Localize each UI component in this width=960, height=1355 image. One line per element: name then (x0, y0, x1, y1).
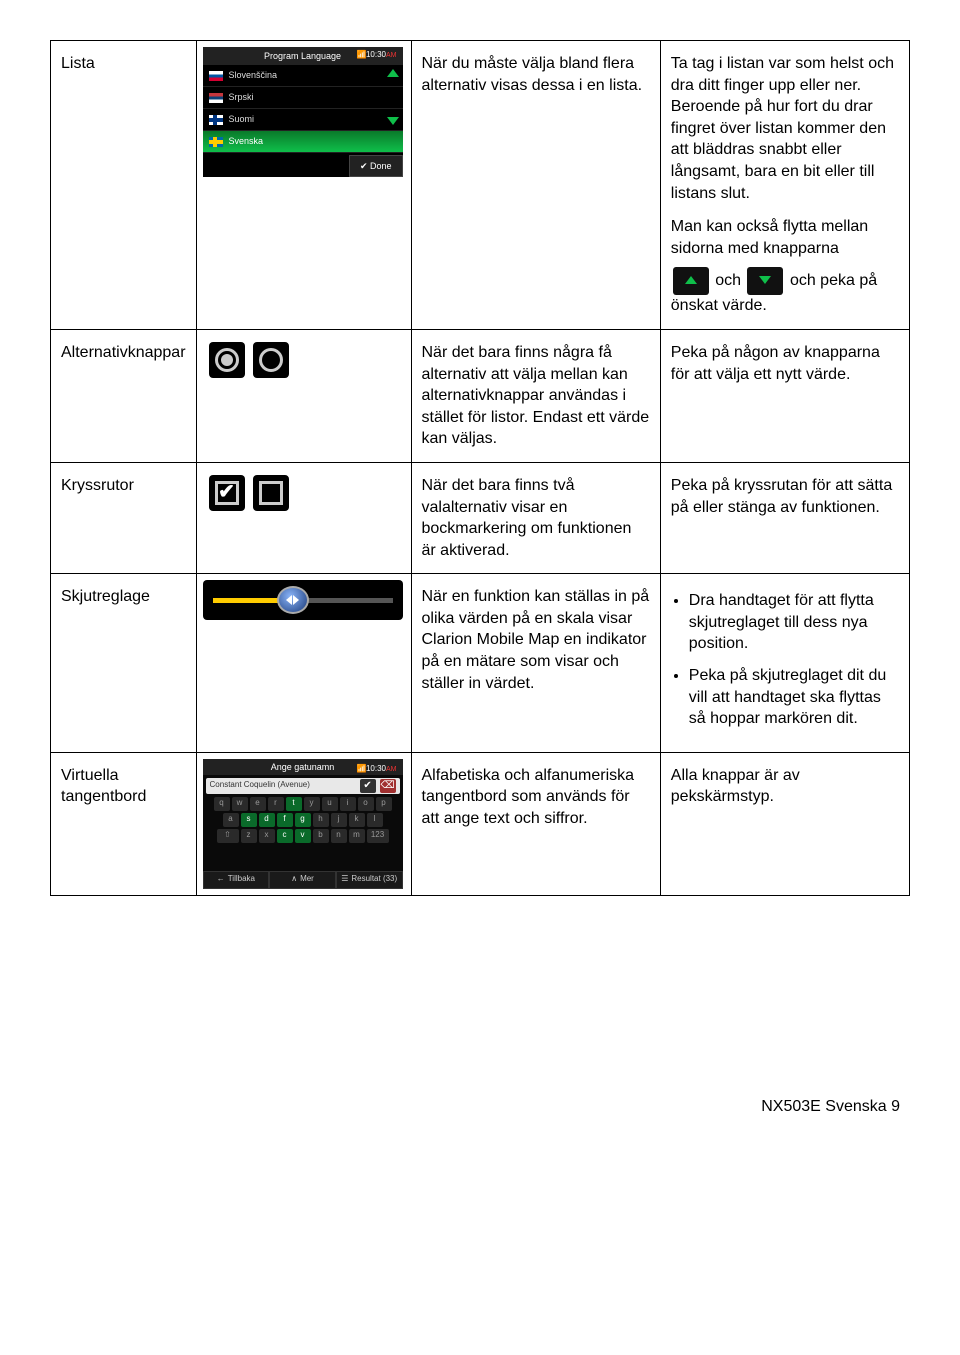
table-row: Virtuella tangentbord Ange gatunamn 📶 10… (51, 752, 910, 895)
action-text: Man kan också flytta mellan sidorna med … (671, 216, 899, 259)
keyboard-key[interactable]: i (340, 797, 356, 811)
keyboard-key[interactable]: x (259, 829, 275, 843)
screenshot-header: Program Language 📶 10:30AM (203, 47, 403, 65)
keyboard-key[interactable]: n (331, 829, 347, 843)
row-action: Ta tag i listan var som helst och dra di… (660, 41, 909, 330)
scroll-down-icon[interactable] (387, 117, 399, 125)
keyboard-key[interactable]: c (277, 829, 293, 843)
keyboard-key[interactable]: q (214, 797, 230, 811)
row-desc: När en funktion kan ställas in på olika … (411, 574, 660, 753)
row-image (196, 329, 411, 462)
keyboard-key[interactable]: e (250, 797, 266, 811)
checkbox-checked-icon[interactable]: ✔ (209, 475, 245, 511)
scroll-up-icon[interactable] (387, 69, 399, 77)
keyboard-key[interactable]: z (241, 829, 257, 843)
keyboard-key[interactable]: m (349, 829, 365, 843)
keyboard-key[interactable]: w (232, 797, 248, 811)
row-image (196, 574, 411, 753)
action-text: och och peka på önskat värde. (671, 267, 899, 317)
keyboard-row: asdfghjkl (203, 813, 403, 827)
slider-example[interactable] (203, 580, 403, 620)
keyboard-key[interactable]: j (331, 813, 347, 827)
radio-unselected-icon[interactable] (253, 342, 289, 378)
done-button[interactable]: ✔ Done (349, 155, 403, 177)
keyboard-key[interactable]: g (295, 813, 311, 827)
row-label: Alternativknappar (51, 329, 197, 462)
keyboard-row: qwertyuiop (203, 797, 403, 811)
keyboard-key[interactable]: l (367, 813, 383, 827)
keyboard-key[interactable]: s (241, 813, 257, 827)
keyboard-key[interactable]: d (259, 813, 275, 827)
row-label: Skjutreglage (51, 574, 197, 753)
action-text: Ta tag i listan var som helst och dra di… (671, 53, 899, 204)
keyboard-key[interactable]: b (313, 829, 329, 843)
delete-icon[interactable]: ⌫ (380, 779, 396, 793)
row-desc: När du måste välja bland flera alternati… (411, 41, 660, 330)
keyboard-key[interactable]: p (376, 797, 392, 811)
table-row: Kryssrutor ✔ När det bara finns två vala… (51, 462, 910, 573)
flag-icon (209, 137, 223, 147)
keyboard-key[interactable]: 123 (367, 829, 389, 843)
row-desc: När det bara finns några få alternativ a… (411, 329, 660, 462)
row-label: Lista (51, 41, 197, 330)
keyboard-key[interactable]: v (295, 829, 311, 843)
keyboard-row: ⇧zxcvbnm123 (203, 829, 403, 843)
keyboard-footer: ← Tillbaka ∧ Mer ☰ Resultat (33) (203, 871, 403, 889)
keyboard-key[interactable]: t (286, 797, 302, 811)
results-button[interactable]: ☰ Resultat (33) (336, 871, 403, 889)
row-label: Kryssrutor (51, 462, 197, 573)
time-label: 10:30AM (366, 761, 397, 778)
arrow-down-icon[interactable] (747, 267, 783, 295)
more-button[interactable]: ∧ Mer (269, 871, 336, 889)
flag-icon (209, 115, 223, 125)
row-action: Alla knappar är av pekskärmstyp. (660, 752, 909, 895)
row-image: Program Language 📶 10:30AM Slovenščina S… (196, 41, 411, 330)
flag-icon (209, 93, 223, 103)
back-button[interactable]: ← Tillbaka (203, 871, 270, 889)
bullet-item: Peka på skjutreglaget dit du vill att ha… (689, 665, 899, 730)
list-item-selected[interactable]: Svenska (203, 131, 403, 153)
header-title: Program Language (264, 50, 341, 62)
keyboard-key[interactable]: f (277, 813, 293, 827)
header-title: Ange gatunamn (271, 762, 335, 772)
checkbox-unchecked-icon[interactable] (253, 475, 289, 511)
flag-icon (209, 71, 223, 81)
keyboard-key[interactable]: r (268, 797, 284, 811)
keyboard-key[interactable]: k (349, 813, 365, 827)
row-action: Peka på någon av knapparna för att välja… (660, 329, 909, 462)
keyboard-screenshot: Ange gatunamn 📶 10:30AM Constant Coqueli… (203, 759, 403, 889)
list-screenshot: Program Language 📶 10:30AM Slovenščina S… (203, 47, 403, 177)
keyboard-key[interactable]: y (304, 797, 320, 811)
scroll-controls (387, 69, 401, 125)
row-label: Virtuella tangentbord (51, 752, 197, 895)
screenshot-header: Ange gatunamn 📶 10:30AM (203, 759, 403, 775)
keyboard-key[interactable]: ⇧ (217, 829, 239, 843)
list-item[interactable]: Suomi (203, 109, 403, 131)
keyboard-key[interactable]: h (313, 813, 329, 827)
time-label: 10:30AM (366, 50, 397, 61)
bullet-item: Dra handtaget för att flytta skjutreglag… (689, 590, 899, 655)
keyboard-key[interactable]: a (223, 813, 239, 827)
ui-elements-table: Lista Program Language 📶 10:30AM Slovenš… (50, 40, 910, 896)
keyboard-key[interactable]: o (358, 797, 374, 811)
row-action: Dra handtaget för att flytta skjutreglag… (660, 574, 909, 753)
search-input[interactable]: Constant Coquelin (Avenue) ✔ ⌫ (206, 778, 400, 794)
slider-handle-icon[interactable] (277, 586, 309, 614)
row-action: Peka på kryssrutan för att sätta på elle… (660, 462, 909, 573)
row-image: Ange gatunamn 📶 10:30AM Constant Coqueli… (196, 752, 411, 895)
confirm-icon[interactable]: ✔ (360, 779, 376, 793)
page-footer: NX503E Svenska 9 (50, 1096, 910, 1118)
table-row: Lista Program Language 📶 10:30AM Slovenš… (51, 41, 910, 330)
list-item[interactable]: Slovenščina (203, 65, 403, 87)
table-row: Skjutreglage När en funktion kan ställas… (51, 574, 910, 753)
row-desc: Alfabetiska och alfanumeriska tangentbor… (411, 752, 660, 895)
table-row: Alternativknappar När det bara finns någ… (51, 329, 910, 462)
arrow-up-icon[interactable] (673, 267, 709, 295)
keyboard-key[interactable]: u (322, 797, 338, 811)
radio-selected-icon[interactable] (209, 342, 245, 378)
row-desc: När det bara finns två valalternativ vis… (411, 462, 660, 573)
row-image: ✔ (196, 462, 411, 573)
list-item[interactable]: Srpski (203, 87, 403, 109)
